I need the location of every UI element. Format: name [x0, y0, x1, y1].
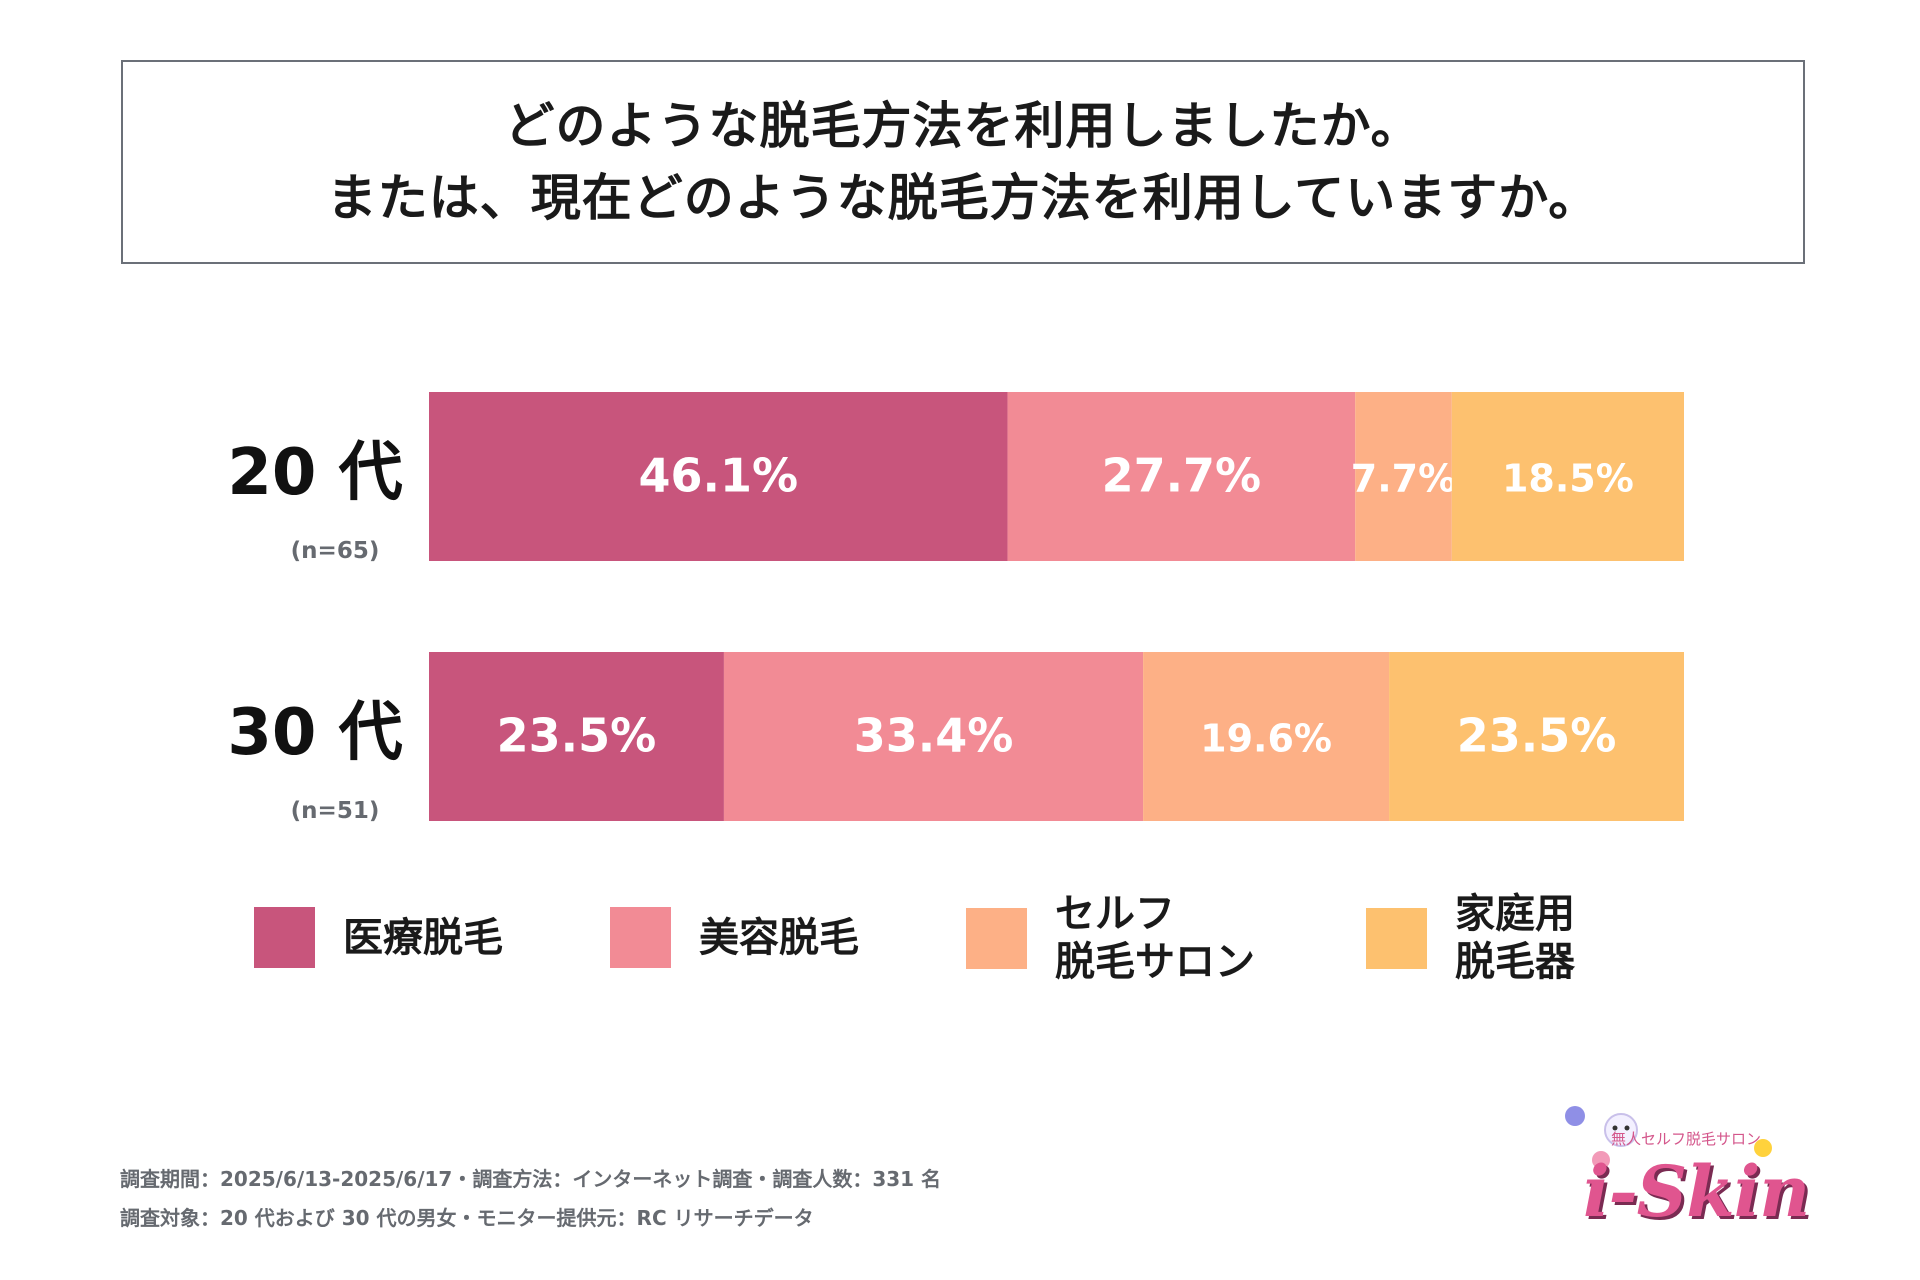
- legend-swatch-medical: [254, 907, 315, 968]
- logo-wordmark: i-Skin: [1583, 1150, 1810, 1233]
- bar-data-label-30s-1: 33.4%: [854, 709, 1014, 763]
- legend-item-self-salon: セルフ 脱毛サロン: [966, 890, 1255, 986]
- brand-logo: 無人セルフ脱毛サロン i-Skin: [1555, 1098, 1825, 1238]
- stacked-bar-chart: 46.1% 27.7% 7.7% 18.5% 20 代 (n=65) 23.5% 33.4% 1…: [227, 392, 1684, 824]
- bar-data-label-20s-2: 7.7%: [1351, 457, 1456, 501]
- bar-segment-20s-3: [1451, 392, 1684, 561]
- category-sample-size-20s: (n=65): [291, 538, 380, 564]
- bar-segment-30s-0: [429, 652, 724, 821]
- category-label-20s: 20 代: [227, 436, 402, 510]
- bar-data-label-30s-2: 19.6%: [1200, 717, 1332, 761]
- bar-segment-30s-3: [1389, 652, 1684, 821]
- bar-data-label-30s-0: 23.5%: [497, 709, 657, 763]
- legend-label-medical: 医療脱毛: [343, 914, 503, 961]
- legend-swatch-self-salon: [966, 907, 1027, 969]
- footnote-survey-period: 調査期間：2025/6/13-2025/6/17・調査方法：インターネット調査・…: [120, 1167, 942, 1191]
- bar-segment-20s-1: [1007, 392, 1356, 561]
- chart-title-line-1: どのような脱毛方法を利用しましたか。: [504, 97, 1422, 155]
- category-label-30s: 30 代: [227, 696, 402, 770]
- bar-data-label-20s-1: 27.7%: [1102, 449, 1262, 503]
- bar-data-label-20s-3: 18.5%: [1502, 457, 1634, 501]
- legend-item-beauty: 美容脱毛: [610, 907, 859, 968]
- legend-label-self-salon: セルフ 脱毛サロン: [1055, 891, 1255, 985]
- bar-data-label-20s-0: 46.1%: [638, 449, 798, 503]
- bar-segment-20s-0: [429, 392, 1008, 561]
- mascot-icon: [1565, 1106, 1772, 1169]
- chart-title-box: どのような脱毛方法を利用しましたか。 または、現在どのような脱毛方法を利用してい…: [121, 60, 1805, 264]
- bar-segment-30s-2: [1143, 652, 1390, 821]
- footnote-survey-target: 調査対象：20 代および 30 代の男女・モニター提供元：RC リサーチデータ: [120, 1206, 814, 1230]
- legend-swatch-home-device: [1366, 907, 1427, 969]
- legend-label-home-device: 家庭用 脱毛器: [1455, 891, 1575, 985]
- logo-tagline: 無人セルフ脱毛サロン: [1611, 1130, 1762, 1148]
- legend-swatch-beauty: [610, 907, 671, 968]
- legend-item-medical: 医療脱毛: [254, 907, 503, 968]
- bar-segment-20s-2: [1355, 392, 1452, 561]
- category-sample-size-30s: (n=51): [291, 798, 380, 824]
- chart-title-line-2: または、現在どのような脱毛方法を利用していますか。: [326, 169, 1600, 227]
- legend-label-beauty: 美容脱毛: [699, 914, 859, 961]
- bar-segment-30s-1: [723, 652, 1144, 821]
- legend-item-home-device: 家庭用 脱毛器: [1366, 890, 1575, 986]
- bar-data-label-30s-3: 23.5%: [1457, 709, 1617, 763]
